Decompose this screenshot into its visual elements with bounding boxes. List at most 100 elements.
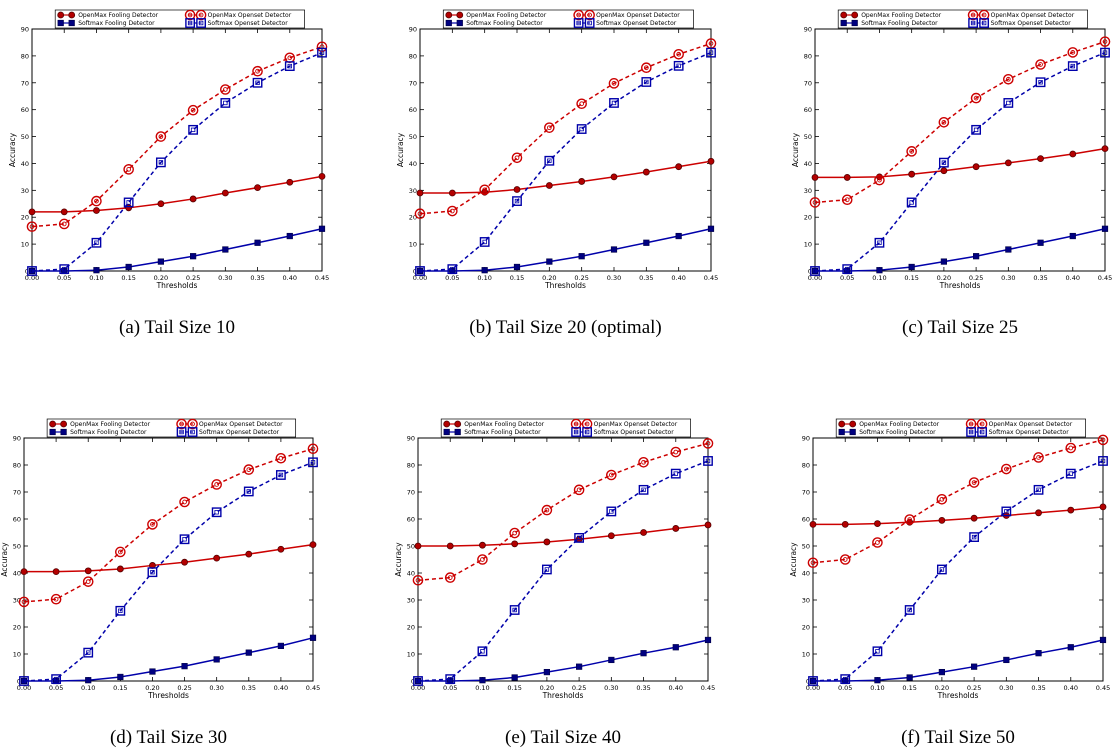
plot-frame (419, 28, 712, 272)
y-tick-label: 30 (13, 597, 21, 605)
data-point (843, 174, 851, 181)
data-point (308, 457, 318, 468)
data-point (254, 184, 261, 192)
data-point (286, 178, 294, 186)
data-point (28, 208, 36, 216)
x-tick-label: 0.45 (306, 684, 320, 692)
data-point (1099, 36, 1111, 47)
legend-marker (187, 418, 198, 430)
data-point (606, 506, 617, 517)
y-axis-label: Accuracy (789, 542, 798, 577)
data-point (640, 529, 647, 536)
x-tick-label: 0.00 (411, 684, 425, 692)
series-4 (808, 456, 1108, 686)
y-tick-label: 10 (21, 241, 29, 249)
data-point (93, 207, 100, 214)
data-point (938, 668, 945, 676)
legend-marker (571, 427, 581, 437)
data-point (84, 567, 92, 575)
data-point (513, 263, 521, 271)
data-point (413, 676, 423, 686)
data-point (707, 225, 715, 232)
series-line (813, 506, 1104, 526)
y-axis-label: Accuracy (8, 132, 17, 167)
legend-marker (456, 19, 463, 27)
data-point (1033, 484, 1044, 495)
y-tick-label: 90 (13, 435, 21, 443)
data-point (1101, 145, 1109, 153)
data-point (706, 47, 716, 58)
legend-marker (176, 427, 187, 437)
series-4 (27, 47, 327, 276)
x-tick-label: 0.30 (218, 274, 232, 282)
data-point (1003, 656, 1010, 664)
data-point (20, 568, 28, 576)
y-tick-label: 10 (804, 241, 812, 249)
data-point (157, 200, 165, 208)
data-point (673, 48, 684, 60)
data-point (117, 673, 124, 681)
data-point (252, 65, 263, 77)
legend-box (54, 9, 305, 29)
data-point (578, 178, 586, 185)
data-point (673, 60, 684, 71)
x-axis-label: Thresholds (147, 691, 189, 700)
data-point (179, 496, 190, 508)
data-point (544, 122, 555, 133)
data-point (309, 541, 317, 549)
data-point (50, 593, 62, 605)
x-tick-label: 0.45 (704, 274, 718, 282)
series-2 (414, 636, 712, 685)
y-tick-label: 0 (25, 268, 29, 276)
data-point (938, 157, 949, 168)
data-point (874, 174, 885, 186)
series-line (814, 40, 1106, 204)
series-line (420, 228, 712, 272)
data-point (1003, 98, 1014, 108)
x-tick-label: 0.45 (1096, 684, 1110, 692)
data-point (972, 163, 980, 171)
data-point (1035, 59, 1046, 70)
x-tick-label: 0.15 (510, 274, 524, 282)
data-point (543, 538, 551, 546)
series-line (417, 460, 709, 682)
legend-item: Softmax Openset Detector (968, 18, 1072, 28)
y-tick-label: 10 (802, 651, 810, 659)
data-point (940, 258, 947, 265)
figure-caption: (b) Tail Size 20 (optimal) (469, 317, 662, 338)
legend-label: Softmax Fooling Detector (464, 429, 541, 436)
x-axis-label: Thresholds (939, 281, 981, 290)
series-3 (412, 438, 714, 586)
data-point (638, 456, 649, 468)
data-point (606, 469, 617, 481)
y-tick-label: 50 (804, 133, 812, 141)
data-point (576, 663, 583, 670)
legend-item: OpenMax Openset Detector (176, 418, 283, 430)
x-tick-label: 0.00 (806, 684, 820, 692)
data-point (809, 197, 821, 208)
legend-label: OpenMax Openset Detector (991, 12, 1075, 19)
legend-marker (582, 427, 592, 437)
legend-item: Softmax Fooling Detector (838, 428, 936, 436)
data-point (1097, 434, 1109, 446)
series-3 (807, 434, 1109, 569)
legend-marker (838, 428, 845, 436)
data-point (60, 208, 68, 216)
x-tick-label: 0.30 (209, 684, 223, 692)
x-tick-label: 0.10 (872, 274, 886, 282)
legend-marker (573, 18, 584, 28)
data-point (938, 117, 950, 128)
y-tick-label: 70 (804, 79, 812, 87)
legend-marker (445, 11, 453, 19)
x-tick-label: 0.40 (669, 684, 683, 692)
legend-label: Softmax Fooling Detector (466, 20, 543, 27)
series-1 (28, 172, 326, 216)
x-tick-label: 0.15 (121, 274, 135, 282)
legend-label: Softmax Openset Detector (991, 20, 1072, 27)
data-point (936, 564, 947, 575)
chart-svg: 0 10 20 30 40 50 60 70 80 90 0.00 0.05 0.10 0.15 0.20 0… (8, 9, 329, 290)
legend-label: Softmax Fooling Detector (70, 429, 147, 436)
x-tick-label: 0.25 (177, 684, 191, 692)
data-point (179, 534, 190, 545)
data-point (445, 674, 456, 685)
